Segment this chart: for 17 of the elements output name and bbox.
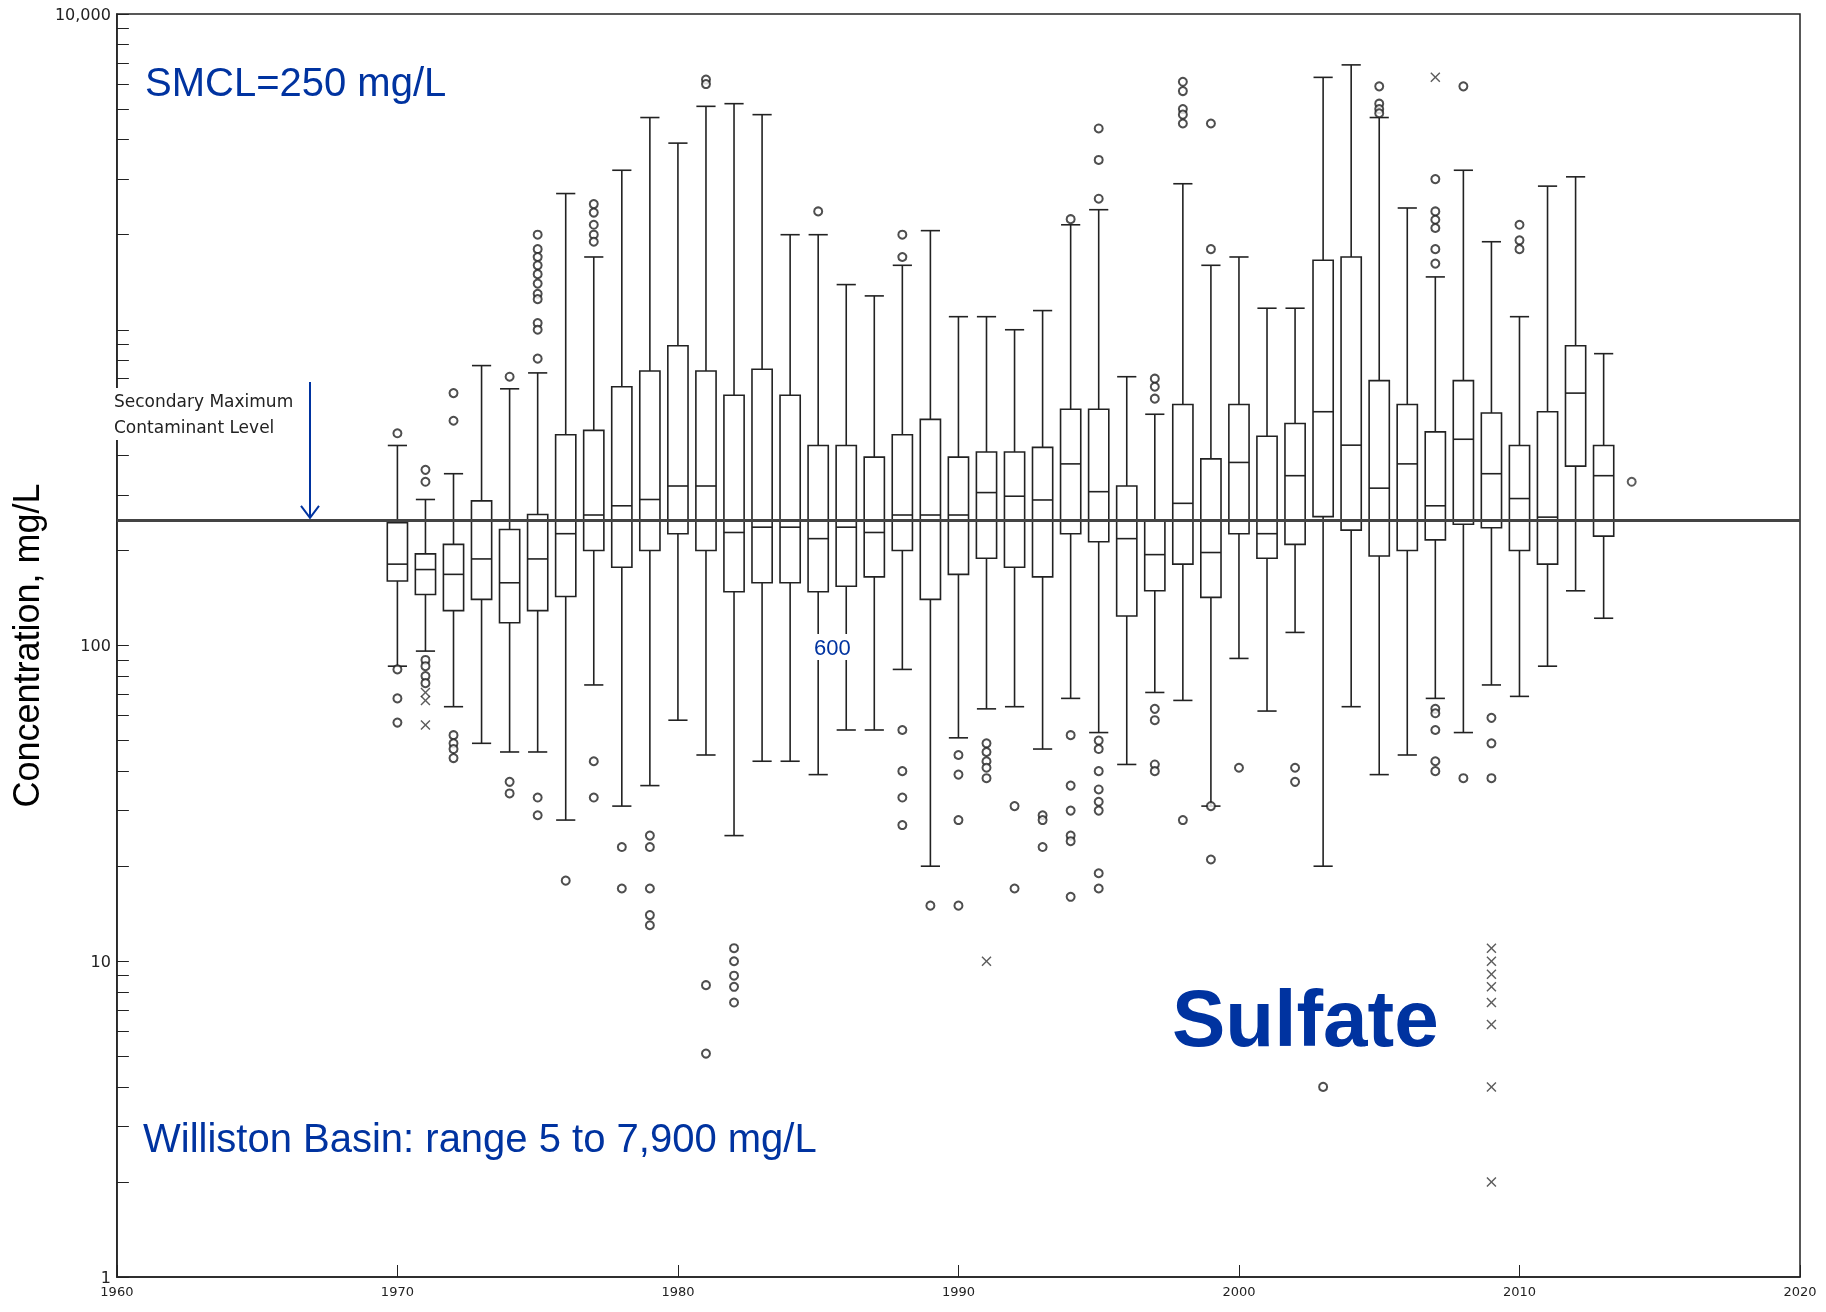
x-tick-label: 1960 — [100, 1284, 134, 1299]
y-tick-label: 100 — [80, 636, 111, 655]
x-tick-label: 2000 — [1222, 1284, 1256, 1299]
y-tick-label: 10,000 — [54, 4, 111, 24]
x-tick-label: 1990 — [941, 1284, 975, 1299]
x-tick-label: 2010 — [1502, 1284, 1537, 1299]
x-tick-label: 1970 — [380, 1284, 414, 1299]
y-tick-label: 1 — [100, 1267, 111, 1287]
y-axis-title: Concentration, mg/L — [5, 483, 47, 808]
y-tick-label: 10 — [90, 951, 111, 971]
x-tick-label: 2020 — [1783, 1284, 1817, 1299]
annotation: Sulfate — [1172, 973, 1439, 1063]
x-tick-label: 1980 — [661, 1284, 695, 1299]
annotation: Williston Basin: range 5 to 7,900 mg/L — [143, 1116, 817, 1160]
annotation: 600 — [814, 634, 851, 660]
annotation: SMCL=250 mg/L — [145, 60, 447, 104]
ref-line-label: Secondary Maximum Contaminant Level — [114, 391, 299, 437]
